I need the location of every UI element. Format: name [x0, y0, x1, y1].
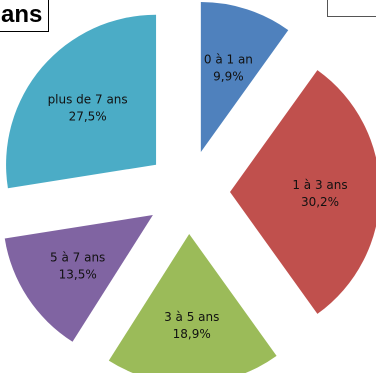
pie-slice-1: [230, 70, 376, 314]
slice-label-1: 1 à 3 ans: [292, 178, 347, 192]
slice-value-label-0: 9,9%: [213, 69, 244, 83]
legend-box: [327, 0, 376, 17]
chart-title: ans: [0, 0, 50, 32]
pie-slice-0: [200, 2, 289, 153]
slice-value-label-2: 18,9%: [173, 327, 211, 341]
pie-slice-4: [6, 14, 157, 189]
slice-label-2: 3 à 5 ans: [164, 310, 219, 324]
slice-value-label-4: 27,5%: [69, 109, 107, 123]
slice-value-label-3: 13,5%: [59, 267, 97, 281]
pie-slice-2: [108, 233, 277, 373]
slice-label-3: 5 à 7 ans: [50, 250, 105, 264]
slice-label-0: 0 à 1 an: [204, 52, 253, 66]
slice-value-label-1: 30,2%: [301, 195, 339, 209]
slice-label-4: plus de 7 ans: [48, 92, 128, 106]
pie-slice-3: [4, 215, 153, 342]
